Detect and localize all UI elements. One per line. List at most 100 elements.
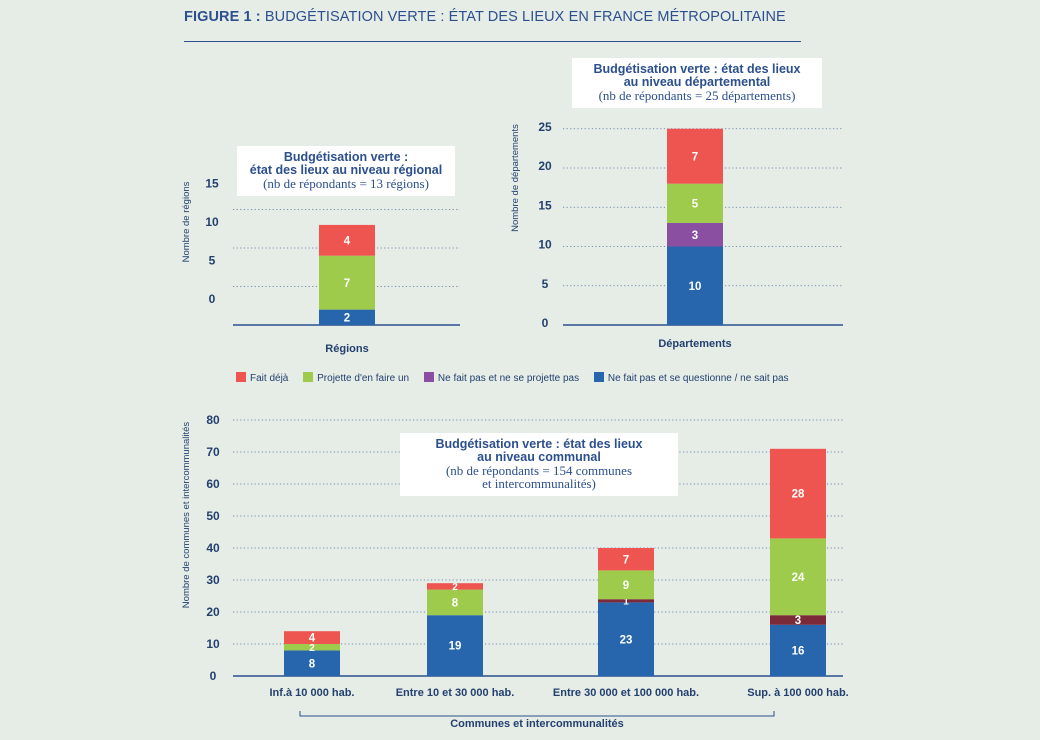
regional-category-label: Régions — [325, 343, 368, 355]
communal-data-label: 3 — [795, 615, 801, 627]
departemental-ytick-label: 20 — [538, 159, 552, 173]
regional-bar-segment — [319, 309, 375, 325]
regional-ytick-label: 0 — [209, 292, 216, 306]
regional-ytick-label: 10 — [205, 215, 219, 229]
communal-category-label: Entre 10 et 30 000 hab. — [396, 687, 515, 699]
communal-box-line2: au niveau communal — [477, 450, 601, 464]
legend-swatch-fait-deja — [236, 372, 246, 382]
legend-label-ne-projette-pas: Ne fait pas et ne se projette pas — [437, 373, 580, 384]
communal-data-label: 16 — [792, 646, 805, 658]
communal-data-label: 19 — [449, 641, 462, 653]
communal-box-line1: Budgétisation verte : état des lieux — [435, 437, 643, 451]
communal-category-label: Inf.à 10 000 hab. — [270, 687, 355, 699]
communal-bar-segment — [284, 650, 340, 676]
communal-title-box: Budgétisation verte : état des lieux au … — [400, 433, 678, 496]
departemental-data-label: 7 — [692, 151, 698, 163]
legend-label-projette: Projette d'en faire un — [317, 373, 410, 384]
departemental-ytick-label: 5 — [542, 277, 549, 291]
legend-item-ne-projette-pas: Ne fait pas et ne se projette pas — [423, 372, 580, 384]
departemental-ytick-label: 10 — [538, 238, 552, 252]
communal-category-label: Entre 30 000 et 100 000 hab. — [553, 687, 699, 699]
communal-data-label: 9 — [623, 580, 629, 592]
communal-bar-segment — [598, 570, 654, 600]
legend-item-questionne: Ne fait pas et se questionne / ne sait p… — [593, 372, 789, 384]
legend-label-fait-deja: Fait déjà — [250, 373, 289, 384]
figure-title: FIGURE 1 : BUDGÉTISATION VERTE : ÉTAT DE… — [184, 9, 786, 25]
communal-bar-segment — [427, 615, 483, 676]
communal-ytick-label: 50 — [206, 509, 220, 523]
regional-data-label: 4 — [344, 235, 351, 247]
regional-bar-segment — [319, 224, 375, 256]
communal-ytick-label: 70 — [206, 445, 220, 459]
communal-ytick-label: 40 — [206, 541, 220, 555]
figure-prefix: FIGURE 1 : — [184, 9, 261, 25]
departemental-bar-segment — [667, 222, 723, 247]
communal-bar-segment — [284, 631, 340, 644]
communal-bar-segment — [598, 599, 654, 603]
communal-bar-segment — [598, 548, 654, 571]
communal-ytick-label: 30 — [206, 573, 220, 587]
communal-data-label: 23 — [620, 634, 633, 646]
legend-swatch-questionne — [593, 372, 604, 382]
departemental-box-line2: au niveau départemental — [623, 75, 771, 89]
regional-box-line3: (nb de répondants = 13 régions) — [263, 176, 429, 191]
communal-ytick-label: 80 — [206, 413, 220, 427]
legend: Fait déjà Projette d'en faire un Ne fait… — [236, 372, 801, 384]
regional-data-label: 2 — [344, 312, 350, 324]
communal-ytick-label: 0 — [210, 669, 217, 683]
departemental-bar-segment — [667, 128, 723, 184]
communal-data-label: 8 — [309, 658, 316, 670]
communal-data-label: 7 — [623, 554, 629, 566]
communal-ytick-label: 20 — [206, 605, 220, 619]
departemental-title-box: Budgétisation verte : état des lieux au … — [572, 58, 822, 108]
communal-bar-segment — [427, 589, 483, 616]
figure-title-text: BUDGÉTISATION VERTE : ÉTAT DES LIEUX EN … — [264, 9, 786, 25]
regional-box-line2: état des lieux au niveau régional — [249, 163, 443, 177]
legend-label-questionne: Ne fait pas et se questionne / ne sait p… — [607, 373, 789, 384]
departemental-ytick-label: 0 — [542, 316, 549, 330]
legend-swatch-projette — [303, 372, 314, 382]
communal-ytick-label: 60 — [206, 477, 220, 491]
communal-data-label: 1 — [623, 596, 629, 607]
title-rule — [184, 41, 801, 42]
departemental-data-label: 5 — [692, 198, 699, 210]
communal-bar-segment — [427, 583, 483, 590]
departemental-category-label: Départements — [658, 338, 731, 350]
communal-bar-segment — [770, 448, 826, 539]
departemental-box-line1: Budgétisation verte : état des lieux — [593, 62, 801, 76]
regional-box-line1: Budgétisation verte : — [283, 150, 409, 164]
departemental-bar-segment — [667, 246, 723, 325]
communal-bar-segment — [770, 538, 826, 616]
regional-bar-segment — [319, 255, 375, 310]
departemental-data-label: 10 — [689, 281, 702, 293]
regional-ytick-label: 5 — [209, 254, 216, 268]
regional-y-axis-label: Nombre de régions — [181, 181, 192, 262]
legend-item-projette: Projette d'en faire un — [303, 372, 409, 384]
legend-swatch-ne-projette-pas — [423, 372, 434, 382]
communes-group-bracket — [299, 711, 775, 717]
regional-title-box: Budgétisation verte : état des lieux au … — [237, 146, 455, 196]
communal-data-label: 24 — [792, 572, 805, 584]
departemental-bar-segment — [667, 183, 723, 223]
departemental-y-axis-label: Nombre de départements — [510, 124, 521, 232]
communal-y-axis-label: Nombre de communes et intercommunalités — [181, 422, 192, 609]
communal-ytick-label: 10 — [206, 637, 220, 651]
communes-group-label: Communes et intercommunalités — [450, 718, 624, 730]
communal-data-label: 28 — [792, 489, 805, 501]
legend-item-fait-deja: Fait déjà — [236, 372, 288, 384]
regional-ytick-label: 15 — [205, 177, 219, 191]
communal-bar-segment — [770, 624, 826, 676]
communal-data-label: 8 — [452, 598, 459, 610]
departemental-data-label: 3 — [692, 230, 698, 242]
departemental-box-line3: (nb de répondants = 25 départements) — [598, 88, 796, 103]
communal-data-label: 4 — [309, 633, 316, 645]
communal-bar-segment — [284, 644, 340, 651]
communal-data-label: 2 — [309, 643, 315, 654]
communal-category-label: Sup. à 100 000 hab. — [747, 687, 849, 699]
departemental-ytick-label: 25 — [538, 120, 552, 134]
regional-data-label: 7 — [344, 278, 350, 290]
communal-data-label: 2 — [452, 582, 458, 593]
communal-box-line3: (nb de répondants = 154 communes — [445, 463, 633, 478]
communal-bar-segment — [598, 602, 654, 676]
